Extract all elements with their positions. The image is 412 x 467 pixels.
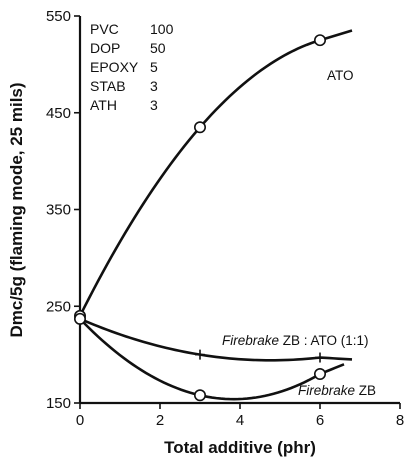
series-label-ato: ATO [327,68,354,83]
series-line-2 [79,317,345,401]
data-point-circle [194,389,207,402]
formulation-value: 50 [150,40,166,56]
formulation-value: 3 [150,78,158,94]
series-label-prefix: Firebrake [222,333,279,348]
data-point-plus [195,349,205,360]
y-tick-label: 350 [46,202,71,219]
formulation-name: STAB [90,78,126,94]
data-point-circle [313,34,326,47]
series-label-firebrake-zb-ato: Firebrake ZB : ATO (1:1) [222,333,369,348]
data-point-circle [194,121,207,134]
formulation-inset: PVC 100 DOP 50 EPOXY 5 STAB 3 ATH 3 [90,21,174,113]
formulation-name: EPOXY [90,59,139,75]
series-label-suffix: ZB : ATO (1:1) [279,333,369,348]
formulation-name: PVC [90,21,119,37]
data-point-plus [315,352,325,363]
x-tick-label: 4 [236,412,244,429]
markers [74,34,326,402]
x-tick-label: 0 [76,412,84,429]
y-tick-label: 450 [46,105,71,122]
x-tick-label: 6 [316,412,324,429]
formulation-value: 100 [150,21,174,37]
y-axis-title: Dmc/5g (flaming mode, 25 mils) [7,82,26,337]
x-tick-label: 8 [396,412,404,429]
data-point-circle [313,367,326,380]
formulation-value: 5 [150,59,158,75]
y-tick-label: 150 [46,395,71,412]
series-label-suffix: ZB [355,383,376,398]
series-line-0 [78,29,353,317]
formulation-name: DOP [90,40,120,56]
y-tick-label: 250 [46,298,71,315]
x-axis-title: Total additive (phr) [164,438,316,457]
series-label-prefix: Firebrake [298,383,355,398]
formulation-name: ATH [90,97,117,113]
data-point-circle [74,312,87,325]
series-label-firebrake-zb: Firebrake ZB [298,383,376,398]
series-line-1 [79,317,353,362]
y-tick-label: 550 [46,8,71,25]
series [78,29,353,401]
formulation-value: 3 [150,97,158,113]
x-tick-label: 2 [156,412,164,429]
